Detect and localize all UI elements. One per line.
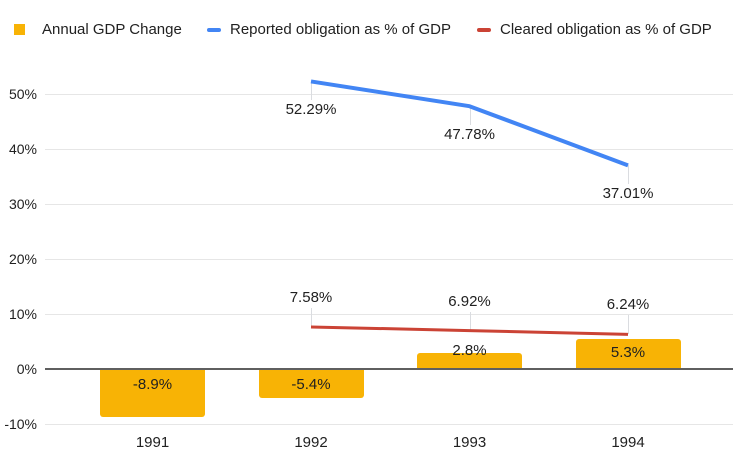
gridline-40 bbox=[45, 148, 733, 150]
x-axis-label-1991: 1991 bbox=[135, 434, 170, 451]
legend-item-reported-obligation[interactable]: Reported obligation as % of GDP bbox=[207, 20, 451, 39]
point-value-label-1993-reported-obligation-as-of-gdp: 47.78% bbox=[444, 126, 495, 144]
y-axis-tick-label-10: 10% bbox=[8, 305, 37, 322]
bar-1994[interactable] bbox=[575, 339, 681, 369]
gridline-30 bbox=[45, 203, 733, 205]
point-value-label-1993-cleared-obligation-as-of-gdp: 6.92% bbox=[448, 292, 491, 310]
annotation-dropline-1994 bbox=[628, 315, 629, 335]
point-value-label-1992-reported-obligation-as-of-gdp: 52.29% bbox=[285, 101, 337, 119]
line-series-swatch-icon bbox=[477, 27, 491, 32]
x-axis-label-1993: 1993 bbox=[452, 434, 487, 451]
point-value-label-1994-reported-obligation-as-of-gdp: 37.01% bbox=[602, 185, 654, 203]
annotation-dropline-1994 bbox=[628, 165, 629, 185]
annotation-dropline-1992 bbox=[311, 307, 312, 327]
y-axis-tick-label--10: -10% bbox=[4, 415, 37, 432]
gridline--10 bbox=[45, 423, 733, 425]
legend-label-reported-obligation: Reported obligation as % of GDP bbox=[230, 21, 451, 38]
annotation-dropline-1992 bbox=[311, 81, 312, 101]
bar-value-label-1992: -5.4% bbox=[291, 375, 331, 393]
annotation-dropline-1993 bbox=[469, 311, 471, 331]
line-cleared-obligation-as-of-gdp[interactable] bbox=[310, 325, 629, 336]
gridline-10 bbox=[45, 313, 733, 315]
x-axis-zero-line bbox=[45, 367, 733, 370]
legend-item-annual-gdp-change[interactable]: Annual GDP Change bbox=[14, 20, 182, 39]
bar-value-label-1991: -8.9% bbox=[132, 375, 173, 393]
gridline-20 bbox=[45, 258, 733, 260]
point-value-label-1992-cleared-obligation-as-of-gdp: 7.58% bbox=[289, 288, 333, 306]
y-axis-tick-label-20: 20% bbox=[8, 250, 37, 267]
annotation-dropline-1993 bbox=[469, 106, 471, 126]
bar-1991[interactable] bbox=[100, 368, 205, 418]
y-axis-tick-label-30: 30% bbox=[8, 195, 37, 212]
bar-1992[interactable] bbox=[258, 368, 364, 399]
point-value-label-1994-cleared-obligation-as-of-gdp: 6.24% bbox=[606, 296, 650, 314]
x-axis-label-1994: 1994 bbox=[611, 434, 645, 451]
line-series-swatch-icon bbox=[207, 27, 221, 32]
legend-label-cleared-obligation: Cleared obligation as % of GDP bbox=[500, 21, 712, 38]
bar-value-label-1993: 2.8% bbox=[452, 342, 487, 360]
line-reported-obligation-as-of-gdp[interactable] bbox=[310, 79, 629, 168]
bar-1993[interactable] bbox=[417, 353, 522, 369]
y-axis-tick-label-40: 40% bbox=[8, 140, 37, 157]
x-axis-label-1992: 1992 bbox=[294, 434, 328, 451]
legend-label-annual-gdp-change: Annual GDP Change bbox=[42, 21, 182, 38]
y-axis-tick-label-50: 50% bbox=[8, 86, 37, 102]
legend-item-cleared-obligation[interactable]: Cleared obligation as % of GDP bbox=[477, 20, 712, 39]
bar-value-label-1994: 5.3% bbox=[610, 344, 646, 362]
y-axis-tick-label-0: 0% bbox=[16, 360, 37, 377]
bar-series-swatch-icon bbox=[14, 24, 25, 35]
